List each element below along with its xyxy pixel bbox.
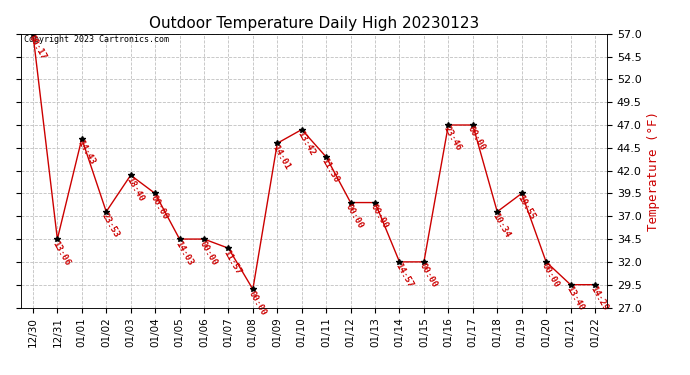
Text: 00:00: 00:00 (344, 202, 365, 230)
Text: 14:03: 14:03 (173, 239, 194, 267)
Text: 14:29: 14:29 (589, 285, 610, 312)
Text: Copyright 2023 Cartronics.com: Copyright 2023 Cartronics.com (23, 35, 168, 44)
Text: 00:00: 00:00 (540, 262, 561, 290)
Text: 00:00: 00:00 (466, 125, 487, 153)
Text: 14:43: 14:43 (75, 139, 97, 166)
Text: 00:00: 00:00 (197, 239, 219, 267)
Text: 14:57: 14:57 (393, 262, 414, 290)
Text: 00:00: 00:00 (368, 202, 390, 230)
Text: 10:55: 10:55 (515, 194, 536, 221)
Text: 00:17: 00:17 (26, 34, 48, 62)
Title: Outdoor Temperature Daily High 20230123: Outdoor Temperature Daily High 20230123 (149, 16, 479, 31)
Text: 14:01: 14:01 (270, 143, 292, 171)
Text: 23:46: 23:46 (442, 125, 463, 153)
Text: 00:00: 00:00 (246, 289, 268, 317)
Y-axis label: Temperature (°F): Temperature (°F) (647, 111, 660, 231)
Text: 13:42: 13:42 (295, 130, 317, 158)
Text: 13:40: 13:40 (564, 285, 585, 312)
Text: 11:57: 11:57 (222, 248, 243, 276)
Text: 18:40: 18:40 (124, 175, 146, 203)
Text: 00:00: 00:00 (417, 262, 439, 290)
Text: 23:53: 23:53 (99, 211, 121, 240)
Text: 00:00: 00:00 (148, 194, 170, 221)
Text: 11:38: 11:38 (319, 157, 341, 185)
Text: 13:06: 13:06 (51, 239, 72, 267)
Text: 10:34: 10:34 (491, 211, 512, 240)
